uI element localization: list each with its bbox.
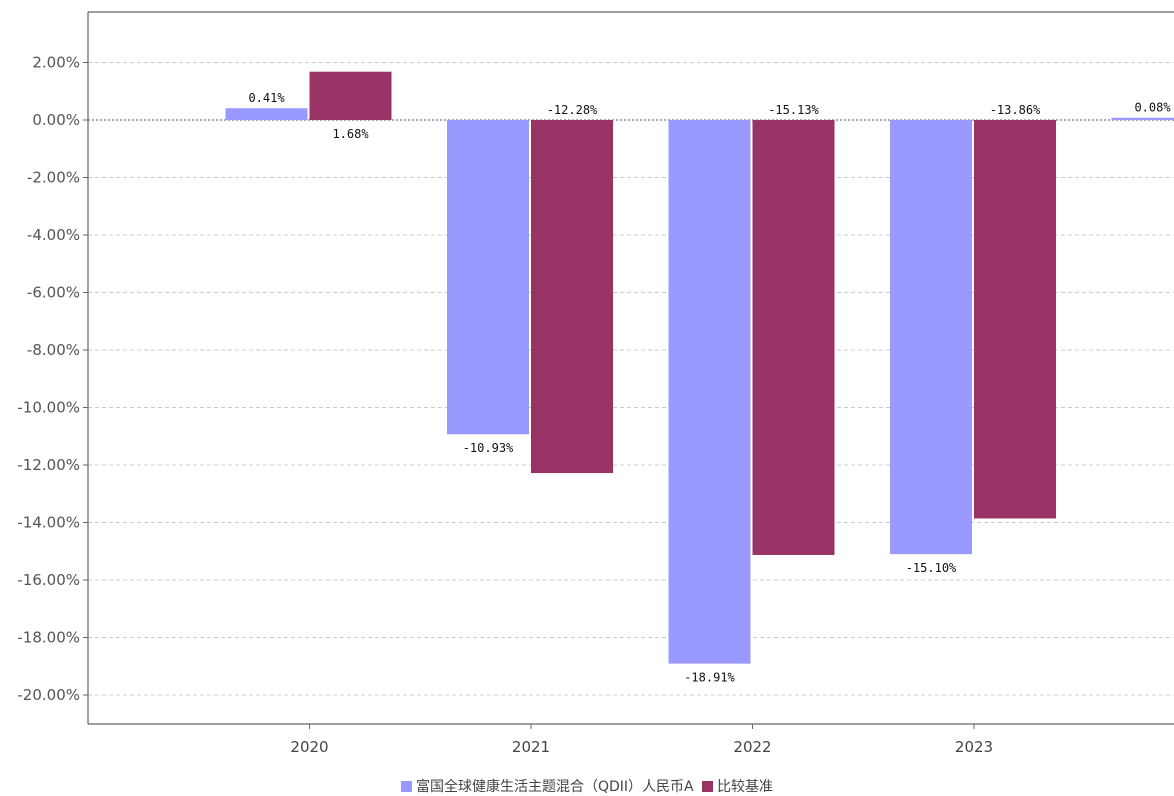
- x-tick-label: 2022: [733, 738, 771, 756]
- y-tick-label: -4.00%: [27, 226, 80, 244]
- bar-fund: [1111, 117, 1174, 120]
- data-label-fund: -18.91%: [684, 671, 735, 685]
- bar-benchmark: [752, 120, 835, 555]
- data-label-benchmark: -15.13%: [768, 103, 819, 117]
- bars: [225, 71, 1174, 664]
- y-tick-label: -20.00%: [17, 686, 80, 704]
- data-label-fund: 0.08%: [1134, 101, 1171, 115]
- legend-item-fund[interactable]: 富国全球健康生活主题混合（QDII）人民币A: [400, 776, 694, 796]
- y-tick-label: -2.00%: [27, 169, 80, 187]
- legend-swatch-benchmark: [702, 781, 714, 792]
- y-tick-label: 2.00%: [32, 54, 80, 72]
- legend-label-fund: 富国全球健康生活主题混合（QDII）人民币A: [415, 779, 694, 795]
- y-tick-label: -18.00%: [17, 629, 80, 647]
- data-label-benchmark: 1.68%: [332, 127, 369, 141]
- data-label-fund: -10.93%: [463, 441, 514, 455]
- x-tick-label: 2020: [290, 738, 328, 756]
- bar-fund: [668, 120, 751, 664]
- legend-swatch-fund: [400, 781, 412, 792]
- bar-fund: [447, 120, 529, 435]
- x-tick-label: 2023: [955, 738, 993, 756]
- legend: 富国全球健康生活主题混合（QDII）人民币A 比较基准: [0, 776, 1174, 796]
- y-tick-label: -8.00%: [27, 341, 80, 359]
- data-label-benchmark: -12.28%: [547, 103, 598, 117]
- legend-item-benchmark[interactable]: 比较基准: [702, 776, 773, 796]
- bar-benchmark: [309, 71, 392, 120]
- y-tick-label: -16.00%: [17, 571, 80, 589]
- axes: 2.00% 0.00% -2.00% -4.00% -6.00% -8.00% -10.00…: [17, 11, 1174, 756]
- y-tick-label: 0.00%: [32, 111, 80, 129]
- legend-label-benchmark: 比较基准: [717, 779, 774, 795]
- bar-benchmark: [531, 120, 613, 474]
- data-labels: 0.41% 1.68% -10.93% -12.28% -18.91% -15.13% -1…: [248, 91, 1171, 685]
- data-label-fund: -15.10%: [906, 561, 957, 575]
- bar-fund: [225, 108, 308, 120]
- data-label-benchmark: -13.86%: [990, 103, 1041, 117]
- x-tick-label: 2021: [512, 738, 550, 756]
- y-tick-label: -14.00%: [17, 514, 80, 532]
- bar-fund: [890, 120, 972, 555]
- y-tick-label: -6.00%: [27, 284, 80, 302]
- bar-benchmark: [974, 120, 1056, 519]
- y-tick-label: -10.00%: [17, 399, 80, 417]
- y-tick-label: -12.00%: [17, 456, 80, 474]
- data-label-fund: 0.41%: [248, 91, 285, 105]
